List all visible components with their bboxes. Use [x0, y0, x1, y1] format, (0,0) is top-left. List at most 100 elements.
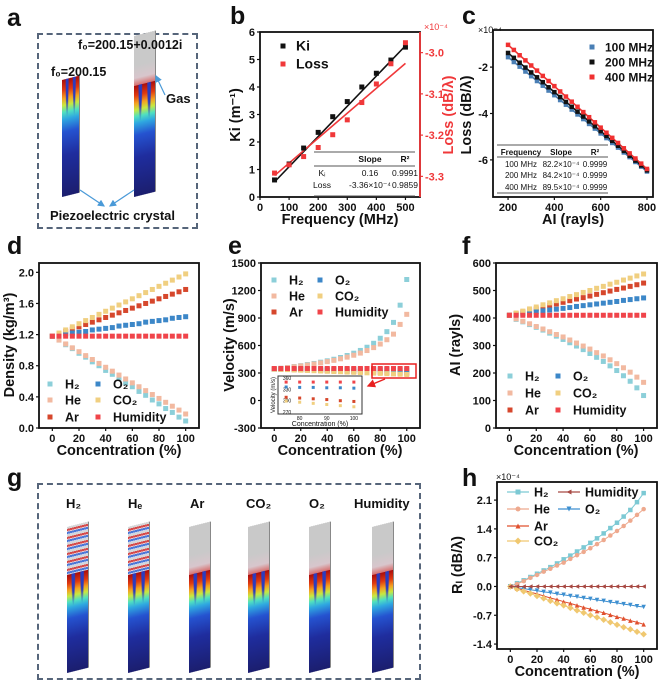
data-point — [143, 388, 149, 394]
data-point — [553, 332, 559, 337]
data-point — [76, 324, 82, 330]
data-point — [594, 608, 600, 614]
data-point — [298, 366, 304, 372]
data-point — [315, 129, 321, 135]
series-e-5 — [271, 366, 410, 372]
data-point — [123, 333, 129, 339]
gas-arrow — [155, 74, 166, 96]
data-point — [621, 601, 626, 607]
data-point — [580, 295, 586, 301]
data-point — [344, 369, 350, 375]
data-point — [634, 282, 640, 288]
x-tick-label: 100 — [398, 433, 416, 445]
data-point — [569, 99, 574, 104]
data-point — [600, 616, 607, 624]
y-axis-label: Rₗ (dB/λ) — [450, 536, 466, 594]
data-point — [183, 271, 189, 277]
legend-label: O₂ — [335, 274, 350, 288]
data-point — [315, 145, 321, 150]
inset-data-point — [284, 399, 288, 403]
data-point — [608, 612, 613, 618]
data-point — [568, 584, 573, 589]
data-point — [149, 318, 155, 324]
data-point — [404, 277, 410, 282]
data-point — [156, 333, 162, 339]
inset-data-point — [311, 385, 315, 389]
data-point — [508, 584, 513, 589]
data-point — [614, 600, 620, 606]
data-point — [561, 584, 566, 589]
table-cell: 0.16 — [362, 168, 379, 178]
legend-label: Ar — [534, 520, 548, 534]
data-point — [607, 357, 613, 363]
crystal-arrow-right — [109, 189, 135, 207]
plot-frame — [496, 481, 658, 650]
data-point — [627, 153, 632, 158]
data-point — [640, 630, 647, 638]
legend-marker — [589, 44, 595, 50]
data-point — [601, 598, 606, 604]
table-cell: 84.2×10⁻⁴ — [543, 171, 580, 180]
data-point — [169, 333, 175, 339]
data-point — [176, 407, 182, 413]
data-point — [540, 595, 547, 602]
data-point — [567, 604, 574, 612]
x-tick-label: 0 — [271, 433, 277, 445]
data-point — [330, 132, 336, 138]
x-tick-label: 800 — [638, 202, 656, 214]
data-point — [568, 553, 573, 558]
data-point — [506, 312, 512, 318]
data-point — [641, 295, 647, 301]
data-point — [547, 597, 554, 605]
data-point — [384, 371, 390, 377]
data-point — [574, 552, 580, 558]
data-point — [621, 616, 626, 621]
data-point — [598, 131, 603, 136]
data-point — [116, 310, 122, 316]
data-point — [607, 281, 613, 287]
data-point — [613, 621, 621, 628]
inset-data-point — [352, 380, 356, 384]
frequency-label-right: f₀=200.15+0.0012i — [78, 38, 183, 52]
data-point — [373, 81, 379, 87]
data-point — [574, 343, 579, 349]
series-h-1 — [508, 506, 646, 589]
data-point — [614, 528, 620, 534]
data-point — [364, 370, 370, 376]
legend-marker — [47, 414, 53, 420]
data-point — [607, 619, 614, 626]
data-point — [592, 124, 598, 129]
data-point — [547, 300, 553, 306]
data-point — [568, 556, 573, 562]
y-tick-label: 200 — [473, 368, 491, 380]
data-point — [318, 366, 324, 372]
legend-marker — [47, 397, 53, 403]
data-point — [641, 604, 646, 610]
y-tick-label: 400 — [473, 313, 491, 325]
inset-y-tick-label: 270 — [283, 410, 292, 416]
y-tick-label: 3 — [249, 110, 255, 122]
series-h-4 — [507, 583, 647, 638]
data-point — [351, 366, 357, 372]
data-point — [560, 305, 566, 311]
data-point — [521, 578, 526, 584]
inset-x-tick-label: 80 — [297, 416, 303, 422]
inset-data-point — [325, 386, 329, 390]
data-point — [83, 318, 89, 324]
y-tick-label: -4 — [478, 109, 489, 121]
data-point — [594, 536, 600, 541]
y-tick-label: 500 — [473, 286, 491, 298]
data-point — [621, 584, 626, 589]
data-point — [520, 312, 526, 318]
legend-marker — [271, 277, 277, 283]
legend-marker — [280, 61, 286, 67]
y-tick-label: 4 — [249, 82, 256, 94]
data-point — [69, 324, 75, 330]
data-point — [176, 289, 182, 295]
legend-marker — [280, 43, 286, 49]
data-point — [541, 569, 546, 574]
data-point — [540, 73, 546, 79]
legend-label: CO₂ — [573, 387, 597, 401]
data-point — [620, 297, 626, 303]
gas-label-o2: O₂ — [309, 496, 325, 511]
